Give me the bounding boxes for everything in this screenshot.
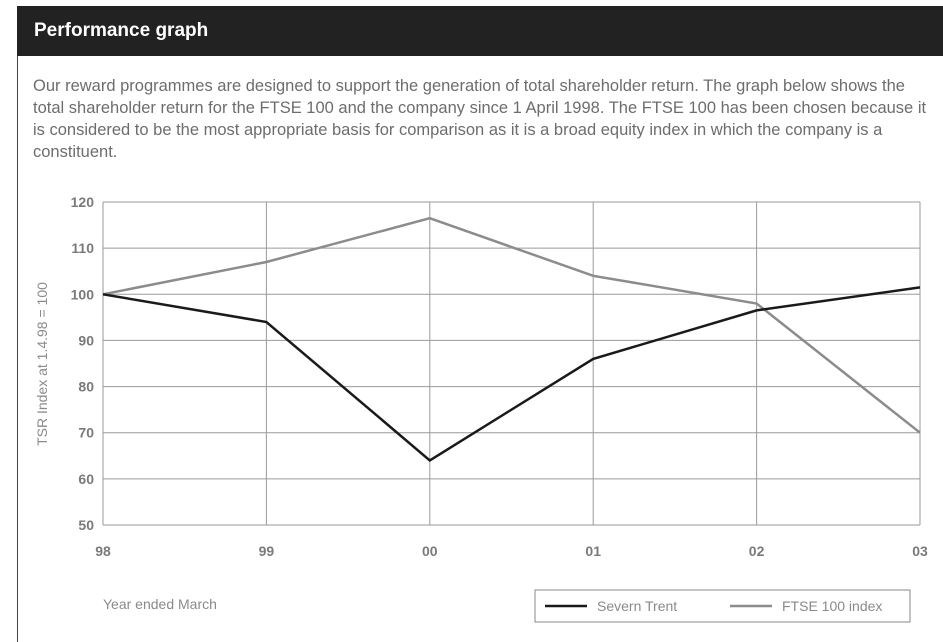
y-tick-label: 50 [78, 517, 94, 533]
legend-label-severn-trent: Severn Trent [597, 598, 677, 614]
series-line-ftse-100-index [102, 216, 921, 434]
y-axis-title: TSR Index at 1.4.98 = 100 [34, 282, 50, 446]
chart-grid [102, 201, 921, 526]
chart-legend: Severn Trent FTSE 100 index [534, 589, 911, 623]
x-axis-title: Year ended March [103, 596, 217, 612]
x-tick-label: 01 [585, 543, 601, 559]
series-line-severn-trent [102, 286, 921, 462]
chart-series [102, 216, 921, 462]
legend-label-ftse-100: FTSE 100 index [782, 598, 882, 614]
intro-paragraph: Our reward programmes are designed to su… [33, 77, 927, 161]
page-title: Performance graph [34, 20, 209, 41]
y-tick-label: 80 [78, 379, 94, 395]
y-tick-label: 110 [71, 240, 94, 256]
y-tick-label: 60 [78, 471, 94, 487]
x-tick-label: 03 [912, 543, 928, 559]
x-tick-label: 00 [422, 543, 438, 559]
y-tick-label: 100 [71, 286, 95, 302]
y-tick-label: 120 [71, 194, 95, 210]
x-tick-label: 98 [95, 543, 111, 559]
chart-tick-labels: 50 60 70 80 90 100 110 120 98 99 00 01 02 03 [71, 194, 928, 559]
y-tick-label: 70 [78, 425, 94, 441]
panel-frame [17, 6, 943, 642]
legend-box [534, 589, 911, 623]
panel-header: Performance graph [17, 6, 943, 56]
y-tick-label: 90 [78, 332, 94, 348]
x-tick-label: 02 [749, 543, 765, 559]
x-tick-label: 99 [259, 543, 275, 559]
